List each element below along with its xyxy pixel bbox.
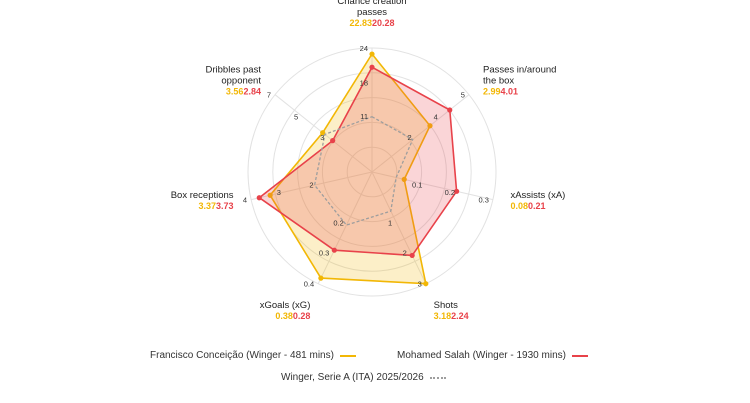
series-point-1-0 [369, 64, 375, 70]
axis-value-0: 0.08 [510, 201, 528, 211]
axis-values-4: 0.380.28 [275, 311, 310, 321]
tick-label: 2 [407, 133, 411, 142]
tick-label: 4 [243, 196, 247, 205]
tick-label: 3 [418, 280, 422, 289]
series-polygon-1 [257, 66, 458, 257]
axis-value-0: 22.83 [349, 18, 372, 28]
grid-spoke [371, 171, 427, 284]
series-point-0-1 [427, 123, 433, 129]
grid-spoke [317, 171, 373, 284]
legend-swatch-benchmark [429, 376, 446, 379]
tick-label: 1 [388, 218, 392, 227]
axis-title-4: xGoals (xG) [260, 300, 311, 311]
legend: Francisco Conceição (Winger - 481 mins) … [0, 350, 750, 366]
axis-value-1: 20.28 [372, 18, 395, 28]
legend-label-conceicao: Francisco Conceição (Winger - 481 mins) [150, 350, 334, 361]
axis-value-0: 3.18 [434, 311, 452, 321]
series-point-1-5 [256, 195, 262, 201]
legend-benchmark-row: Winger, Serie A (ITA) 2025/2026 [0, 372, 750, 388]
tick-label: 5 [294, 112, 298, 121]
axis-title-0: passes [357, 7, 387, 18]
tick-label: 5 [461, 91, 465, 100]
axis-values-3: 3.182.24 [434, 311, 469, 321]
axis-title-3: Shots [434, 300, 459, 311]
axis-value-0: 2.99 [483, 86, 501, 96]
axis-value-0: 3.56 [226, 86, 244, 96]
tick-label: 0.1 [412, 180, 422, 189]
series-point-0-2 [401, 176, 407, 182]
grid-spoke [371, 94, 470, 173]
tick-label: 24 [360, 44, 368, 53]
axis-title-5: Box receptions [171, 190, 234, 201]
legend-item-salah[interactable]: Mohamed Salah (Winger - 1930 mins) [397, 350, 588, 361]
axis-title-1: the box [483, 75, 514, 86]
tick-label: 18 [360, 79, 368, 88]
tick-label: 0.4 [304, 280, 314, 289]
series-polygon-0 [269, 52, 431, 285]
series-point-0-5 [267, 192, 273, 198]
tick-label: 0.2 [445, 188, 455, 197]
axis-title-2: xAssists (xA) [510, 190, 565, 201]
radar-series [256, 51, 460, 287]
axis-value-1: 3.73 [216, 201, 234, 211]
grid-spoke [371, 171, 494, 201]
legend-label-benchmark: Winger, Serie A (ITA) 2025/2026 [281, 372, 424, 383]
legend-item-benchmark[interactable]: Winger, Serie A (ITA) 2025/2026 [281, 372, 446, 383]
series-point-1-3 [409, 252, 415, 259]
axis-values-2: 0.080.21 [510, 201, 545, 211]
tick-label: 2 [309, 180, 313, 189]
axis-title-1: Passes in/around [483, 64, 556, 75]
axis-value-0: 3.37 [198, 201, 216, 211]
axis-title-6: opponent [221, 75, 261, 86]
series-polygon-2 [313, 115, 414, 226]
axis-values-0: 22.8320.28 [349, 18, 394, 28]
tick-label: 7 [267, 91, 271, 100]
axis-title-6: Dribbles past [206, 64, 262, 75]
radar-labels: 1118242450.10.20.31230.20.30.4234357Chan… [171, 0, 566, 321]
axis-title-0: Chance creation [337, 0, 406, 7]
tick-label: 2 [403, 248, 407, 257]
series-point-1-2 [454, 188, 460, 194]
tick-label: 3 [277, 188, 281, 197]
axis-value-1: 2.84 [243, 86, 261, 96]
tick-label: 3 [320, 133, 324, 142]
axis-values-1: 2.994.01 [483, 86, 518, 96]
tick-label: 0.2 [333, 218, 343, 227]
series-point-1-4 [331, 247, 337, 253]
tick-label: 0.3 [319, 248, 329, 257]
series-point-0-0 [369, 51, 375, 57]
series-point-0-3 [423, 281, 429, 287]
series-point-1-1 [447, 107, 453, 113]
axis-value-0: 0.38 [275, 311, 293, 321]
axis-value-1: 0.28 [293, 311, 311, 321]
tick-label: 0.3 [478, 196, 488, 205]
legend-item-conceicao[interactable]: Francisco Conceição (Winger - 481 mins) [150, 350, 356, 361]
tick-label: 11 [360, 112, 368, 121]
series-point-0-6 [320, 130, 326, 136]
axis-values-5: 3.373.73 [198, 201, 233, 211]
axis-values-6: 3.562.84 [226, 86, 261, 96]
tick-label: 4 [434, 112, 438, 121]
axis-value-1: 4.01 [501, 86, 519, 96]
legend-label-salah: Mohamed Salah (Winger - 1930 mins) [397, 350, 566, 361]
series-point-0-4 [318, 275, 324, 281]
axis-value-1: 2.24 [451, 311, 469, 321]
legend-swatch-conceicao [339, 354, 356, 357]
legend-swatch-salah [571, 354, 588, 357]
axis-value-1: 0.21 [528, 201, 546, 211]
series-point-1-6 [330, 138, 336, 144]
